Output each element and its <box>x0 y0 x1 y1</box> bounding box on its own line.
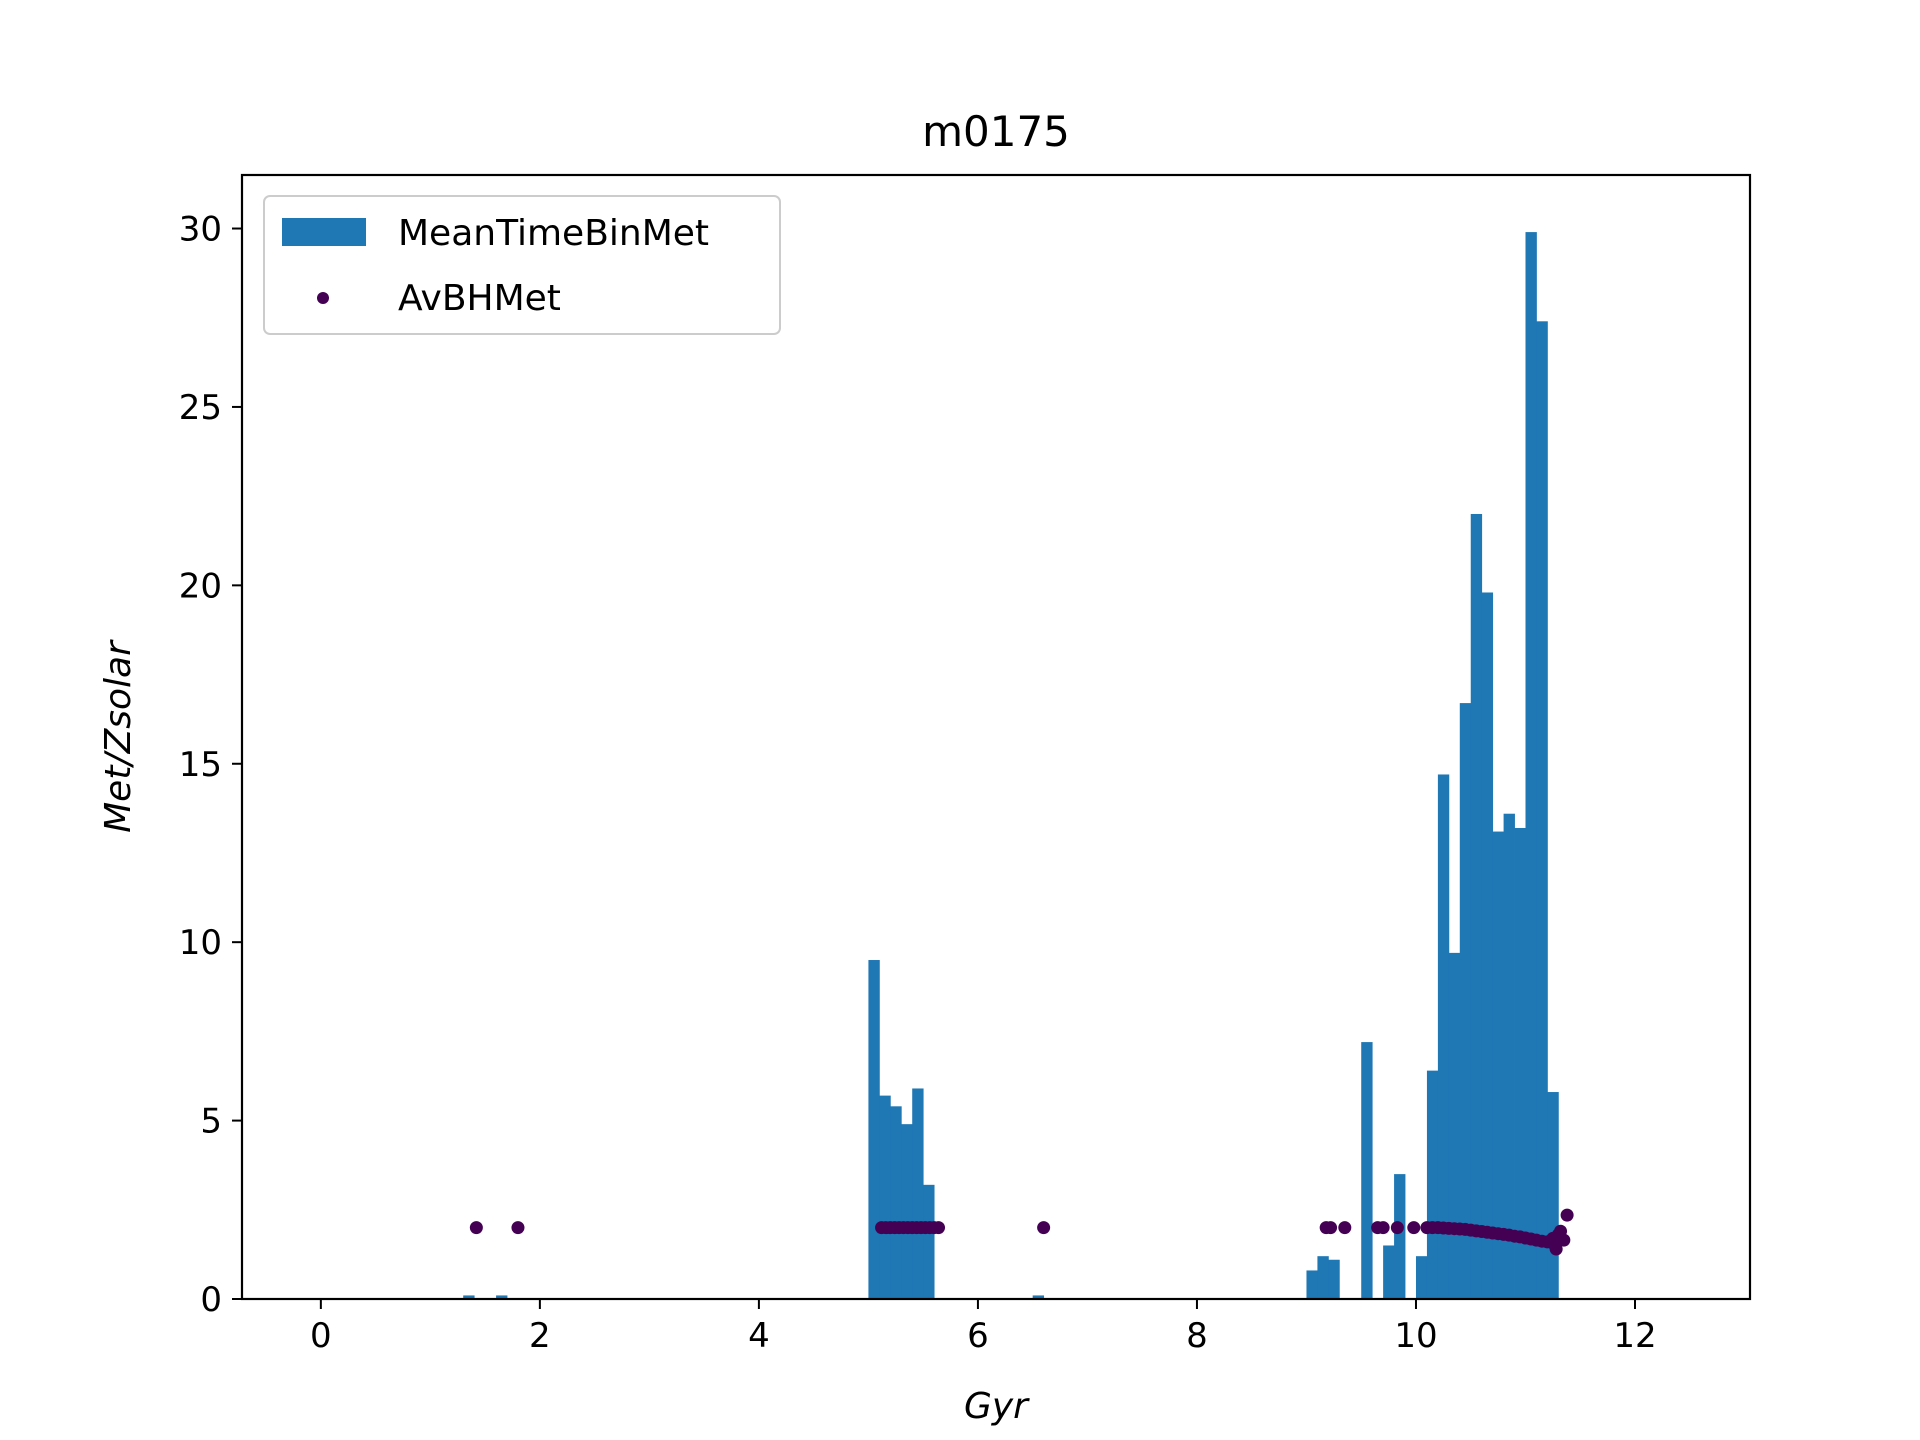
chart-title: m0175 <box>922 107 1070 156</box>
bar <box>1383 1245 1395 1299</box>
y-tick-label: 0 <box>200 1280 222 1320</box>
x-tick-label: 4 <box>748 1316 770 1356</box>
bar <box>868 960 880 1299</box>
bar <box>879 1095 891 1299</box>
y-tick-label: 25 <box>179 388 222 428</box>
bar <box>1032 1295 1045 1299</box>
data-point <box>1560 1208 1574 1222</box>
y-tick-label: 10 <box>179 923 222 963</box>
bar <box>496 1295 508 1299</box>
points-layer <box>469 1208 1574 1256</box>
x-tick-label: 6 <box>967 1316 989 1356</box>
bar <box>890 1106 902 1299</box>
legend-label-bars: MeanTimeBinMet <box>398 213 709 254</box>
legend-frame <box>263 195 781 335</box>
bar <box>1317 1256 1329 1299</box>
data-point <box>1557 1233 1571 1247</box>
bar <box>1394 1174 1406 1299</box>
x-tick-label: 2 <box>529 1316 551 1356</box>
legend-label-points: AvBHMet <box>398 278 561 319</box>
bar <box>923 1184 935 1299</box>
bar <box>1514 827 1526 1299</box>
y-tick-label: 20 <box>179 566 222 606</box>
y-tick-label: 5 <box>200 1102 222 1142</box>
bar <box>901 1124 913 1299</box>
bar <box>1306 1270 1318 1299</box>
bar <box>912 1088 924 1299</box>
data-point <box>932 1221 946 1235</box>
bar <box>1492 831 1504 1299</box>
data-point <box>1407 1221 1421 1235</box>
data-point <box>1338 1221 1352 1235</box>
bar <box>1437 774 1450 1299</box>
bars-layer <box>463 232 1559 1300</box>
x-tick-label: 8 <box>1186 1316 1208 1356</box>
data-point <box>1390 1221 1404 1235</box>
y-tick-label: 15 <box>179 745 222 785</box>
bar <box>1536 321 1548 1299</box>
x-axis-ticks: 0 2 4 6 8 10 12 <box>310 1299 1657 1356</box>
data-point <box>1376 1221 1390 1235</box>
x-tick-label: 10 <box>1394 1316 1437 1356</box>
data-point <box>469 1221 483 1235</box>
bar <box>1547 1092 1559 1299</box>
bar <box>1470 513 1483 1299</box>
bar <box>1426 1070 1439 1299</box>
x-tick-label: 12 <box>1613 1316 1656 1356</box>
bar <box>1525 232 1537 1300</box>
bar <box>463 1295 475 1299</box>
y-axis-ticks: 0 5 10 15 20 25 30 <box>179 210 242 1320</box>
bar <box>1481 592 1494 1299</box>
bar <box>1415 1256 1428 1299</box>
bar <box>1503 813 1515 1299</box>
x-tick-label: 0 <box>310 1316 332 1356</box>
legend-marker-points <box>317 292 329 304</box>
y-tick-label: 30 <box>179 210 222 250</box>
y-axis-label: Met/Zsolar <box>98 639 139 833</box>
legend: MeanTimeBinMet AvBHMet <box>263 195 781 335</box>
x-axis-label: Gyr <box>964 1386 1030 1427</box>
data-point <box>1037 1221 1051 1235</box>
bar <box>1361 1042 1373 1299</box>
data-point <box>1324 1221 1338 1235</box>
bar <box>1448 952 1461 1299</box>
bar <box>1459 703 1472 1299</box>
data-point <box>511 1221 525 1235</box>
plot-frame <box>240 173 1752 1301</box>
bar <box>1328 1259 1340 1299</box>
data-point <box>1549 1242 1563 1256</box>
legend-swatch-bars <box>282 218 366 246</box>
